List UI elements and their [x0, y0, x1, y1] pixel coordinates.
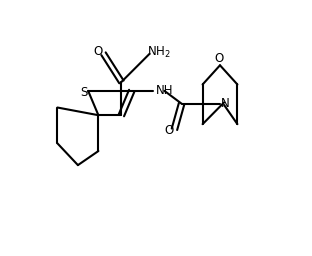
Text: NH: NH: [155, 84, 173, 97]
Text: O: O: [93, 45, 103, 58]
Text: N: N: [221, 97, 229, 110]
Text: S: S: [80, 86, 87, 99]
Text: O: O: [164, 124, 173, 137]
Text: O: O: [215, 52, 224, 65]
Text: NH$_2$: NH$_2$: [148, 45, 171, 60]
